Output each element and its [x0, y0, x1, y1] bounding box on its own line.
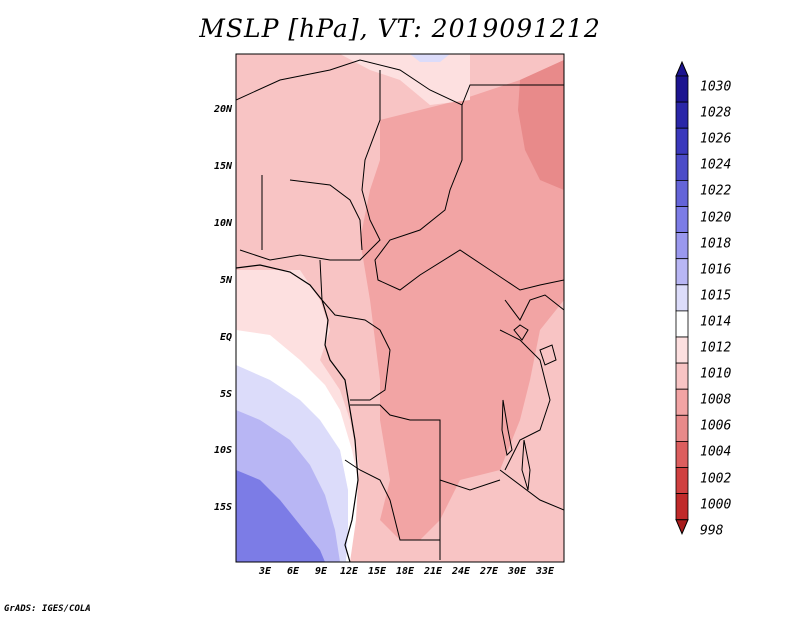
colorbar-label: 1012: [700, 340, 732, 356]
colorbar-segment: [675, 206, 689, 234]
lon-label-24e: 24E: [451, 566, 471, 577]
colorbar-label: 1016: [700, 262, 732, 278]
colorbar-label: 1028: [700, 105, 732, 121]
colorbar-segment: [675, 101, 689, 129]
colorbar-segment: [675, 362, 689, 390]
region-ocean-1018: [236, 470, 325, 562]
region-east-1006: [518, 60, 564, 190]
colorbar-label: 1008: [700, 392, 732, 408]
colorbar-label: 1020: [700, 210, 732, 225]
colorbar-label: 1006: [700, 418, 732, 434]
lat-label-20n: 20N: [213, 104, 232, 115]
lat-label-10s: 10S: [213, 445, 232, 456]
lat-label-15n: 15N: [213, 161, 232, 172]
colorbar-label: 1030: [700, 79, 732, 95]
lon-label-27e: 27E: [479, 566, 499, 577]
colorbar-segment: [675, 153, 689, 181]
country-borders: [236, 59, 564, 560]
colorbar-label: 1002: [700, 471, 732, 486]
colorbar-label: 1022: [700, 183, 732, 199]
lon-label-33e: 33E: [535, 566, 555, 577]
footer-credit: GrADS: IGES/COLA: [4, 604, 91, 614]
colorbar-segment: [675, 232, 689, 260]
colorbar-top-arrow: [675, 60, 689, 77]
lon-label-30e: 30E: [507, 566, 527, 577]
map-frame: [235, 53, 565, 563]
region-north-1015: [410, 54, 450, 62]
lat-label-5n: 5N: [219, 275, 232, 286]
lakes: [501, 324, 557, 491]
colorbar-label: 998: [700, 523, 724, 539]
lon-label-12e: 12E: [339, 566, 359, 577]
map-title: MSLP [hPa], VT: 2019091212: [199, 14, 601, 43]
colorbar-segment: [675, 310, 689, 338]
colorbar-bottom-arrow: [675, 519, 689, 535]
region-sahara-1012: [340, 54, 470, 105]
lat-label-5s: 5S: [219, 389, 232, 400]
pressure-field: [236, 54, 564, 562]
colorbar-segment: [675, 414, 689, 442]
lat-label-15s: 15S: [213, 502, 232, 513]
lat-label-eq: EQ: [219, 332, 232, 343]
lon-label-21e: 21E: [423, 566, 443, 577]
colorbar-label: 1004: [700, 444, 732, 460]
lat-label-10n: 10N: [213, 218, 232, 229]
colorbar-segment: [675, 388, 689, 416]
colorbar-segment: [675, 336, 689, 364]
colorbar: [675, 60, 689, 535]
colorbar-label: 1024: [700, 157, 732, 173]
colorbar-label: 1010: [700, 366, 732, 382]
colorbar-segment: [675, 284, 689, 312]
colorbar-segment: [675, 440, 689, 468]
colorbar-label: 1014: [700, 314, 732, 330]
lon-label-3e: 3E: [258, 566, 272, 577]
colorbar-label: 1026: [700, 131, 732, 147]
lon-label-18e: 18E: [395, 566, 415, 577]
lon-label-15e: 15E: [367, 566, 387, 577]
colorbar-segment: [675, 467, 689, 495]
coastline: [236, 264, 359, 562]
colorbar-segment: [675, 493, 689, 521]
colorbar-segment: [675, 258, 689, 286]
colorbar-label: 1018: [700, 236, 732, 252]
colorbar-segment: [675, 127, 689, 155]
lon-label-6e: 6E: [286, 566, 300, 577]
colorbar-segment: [675, 75, 689, 103]
colorbar-label: 1015: [700, 288, 732, 304]
colorbar-label: 1000: [700, 497, 732, 513]
lon-label-9e: 9E: [314, 566, 328, 577]
colorbar-segment: [675, 179, 689, 207]
